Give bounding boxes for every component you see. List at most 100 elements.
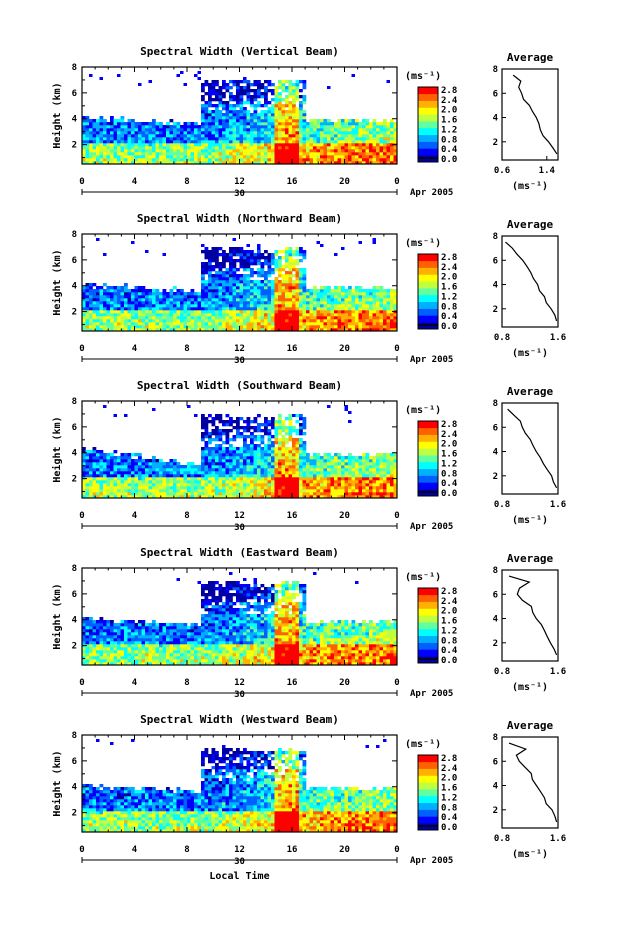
colorbar-swatch [418, 308, 438, 316]
heatmap-cell [208, 86, 212, 90]
heatmap-cell [208, 328, 212, 332]
heatmap-cell [232, 438, 237, 442]
heatmap-cell [208, 274, 212, 278]
heatmap-cell [302, 146, 307, 150]
heatmap-cell [96, 295, 100, 299]
heatmap-cell [173, 486, 177, 490]
heatmap-cell [85, 289, 90, 293]
heatmap-cell [313, 119, 317, 123]
heatmap-cell [127, 495, 132, 499]
heatmap-cell [225, 161, 230, 165]
heatmap-cell [211, 92, 216, 96]
heatmap-cell [225, 316, 230, 320]
heatmap-cell [292, 119, 296, 123]
heatmap-cell [215, 95, 219, 99]
heatmap-cell [341, 143, 345, 147]
heatmap-cell [229, 289, 233, 293]
heatmap-cell [246, 125, 251, 129]
profile-y-tick-label: 2 [493, 138, 498, 148]
heatmap-cell [183, 122, 188, 126]
heatmap-cell [162, 289, 167, 293]
heatmap-cell [229, 438, 233, 442]
heatmap-cell [246, 128, 251, 132]
heatmap-cell [194, 292, 198, 296]
heatmap-cell [173, 149, 177, 153]
heatmap-cell [299, 298, 303, 302]
heatmap-cell [208, 456, 212, 460]
heatmap-cell [334, 146, 338, 150]
heatmap-cell [320, 328, 324, 332]
heatmap-cell [138, 137, 142, 141]
heatmap-cell [211, 432, 216, 436]
heatmap-cell [264, 137, 268, 141]
heatmap-cell [320, 468, 324, 472]
heatmap-cell [337, 480, 342, 484]
heatmap-cell [288, 146, 293, 150]
heatmap-cell [330, 486, 335, 490]
heatmap-cell [243, 328, 247, 332]
heatmap-cell [110, 149, 114, 153]
heatmap-cell [281, 489, 286, 493]
heatmap-cell [106, 289, 111, 293]
heatmap-cell [92, 134, 97, 138]
heatmap-cell [274, 140, 279, 144]
heatmap-cell [302, 486, 307, 490]
heatmap-cell [229, 146, 233, 150]
heatmap-cell [89, 486, 93, 490]
heatmap-cell [113, 414, 117, 417]
heatmap-cell [92, 465, 97, 469]
heatmap-cell [316, 319, 321, 323]
heatmap-cell [218, 286, 223, 290]
heatmap-cell [225, 456, 230, 460]
heatmap-cell [271, 447, 275, 451]
heatmap-cell [85, 149, 90, 153]
heatmap-cell [365, 471, 370, 475]
heatmap-cell [313, 453, 317, 457]
heatmap-cell [187, 134, 191, 138]
heatmap-cell [365, 146, 370, 150]
heatmap-cell [201, 143, 205, 147]
x-tick-label: 0 [79, 177, 84, 187]
heatmap-cell [253, 95, 258, 99]
heatmap-cell [281, 152, 286, 156]
heatmap-cell [131, 128, 135, 132]
heatmap-cell [127, 468, 132, 472]
heatmap-cell [236, 98, 240, 102]
colorbar-tick-label: 0.8 [441, 302, 457, 312]
heatmap-cell [229, 456, 233, 460]
colorbar-tick-label: 2.0 [441, 273, 457, 283]
heatmap-cell [96, 304, 100, 308]
heatmap-cell [274, 420, 279, 424]
heatmap-cell [103, 158, 107, 162]
heatmap-cell [138, 158, 142, 162]
heatmap-cell [201, 158, 205, 162]
heatmap-cell [299, 128, 303, 132]
heatmap-cell [124, 307, 128, 311]
heatmap-cell [176, 298, 181, 302]
heatmap-cell [337, 486, 342, 490]
heatmap-cell [176, 137, 181, 141]
heatmap-cell [390, 143, 394, 147]
heatmap-cell [124, 149, 128, 153]
heatmap-cell [267, 149, 272, 153]
heatmap-cell [110, 128, 114, 132]
heatmap-cell [313, 477, 317, 481]
heatmap-cell [215, 456, 219, 460]
heatmap-cell [190, 146, 195, 150]
heatmap-cell [271, 131, 275, 135]
heatmap-cell [274, 316, 279, 320]
heatmap-cell [215, 304, 219, 308]
heatmap-cell [99, 486, 104, 490]
heatmap-cell [257, 450, 261, 454]
heatmap-cell [355, 143, 359, 147]
heatmap-cell [348, 322, 352, 326]
heatmap-cell [330, 471, 335, 475]
heatmap-cell [372, 161, 377, 165]
heatmap-cell [351, 495, 356, 499]
heatmap-cell [316, 241, 320, 244]
heatmap-cell [393, 152, 398, 156]
heatmap-cell [323, 477, 328, 481]
heatmap-cell [110, 310, 114, 314]
heatmap-cell [274, 292, 279, 296]
heatmap-cell [257, 161, 261, 165]
